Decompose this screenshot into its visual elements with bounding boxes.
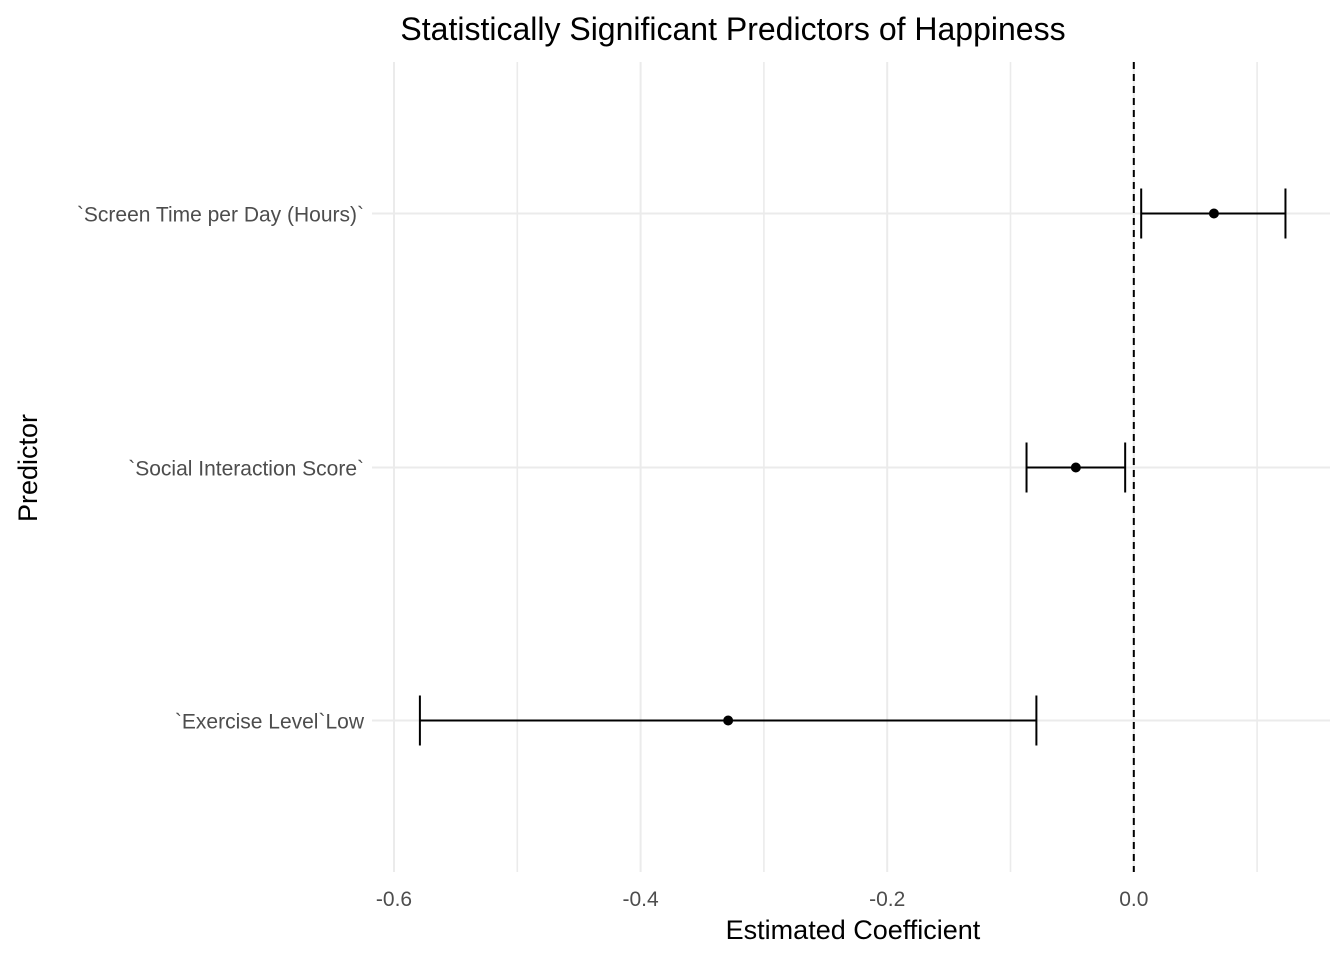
- estimate-point: [1070, 462, 1081, 473]
- x-tick-label: -0.2: [869, 888, 905, 911]
- label-layer: `Screen Time per Day (Hours)` `Social Int…: [77, 204, 1148, 912]
- errorbar-layer: [418, 188, 1287, 746]
- chart-title: Statistically Significant Predictors of …: [400, 11, 1065, 47]
- x-tick-label: 0.0: [1119, 888, 1148, 911]
- y-axis-title: Predictor: [13, 414, 43, 522]
- x-tick-label: -0.4: [623, 888, 660, 911]
- estimate-point: [1208, 208, 1219, 219]
- x-axis-title: Estimated Coefficient: [726, 915, 981, 945]
- y-tick-label: `Social Interaction Score`: [128, 458, 364, 481]
- y-tick-label: `Screen Time per Day (Hours)`: [77, 204, 364, 227]
- estimate-point: [723, 715, 734, 726]
- grid-layer: [372, 62, 1330, 872]
- x-tick-label: -0.6: [376, 888, 412, 911]
- y-tick-label: `Exercise Level`Low: [175, 711, 365, 734]
